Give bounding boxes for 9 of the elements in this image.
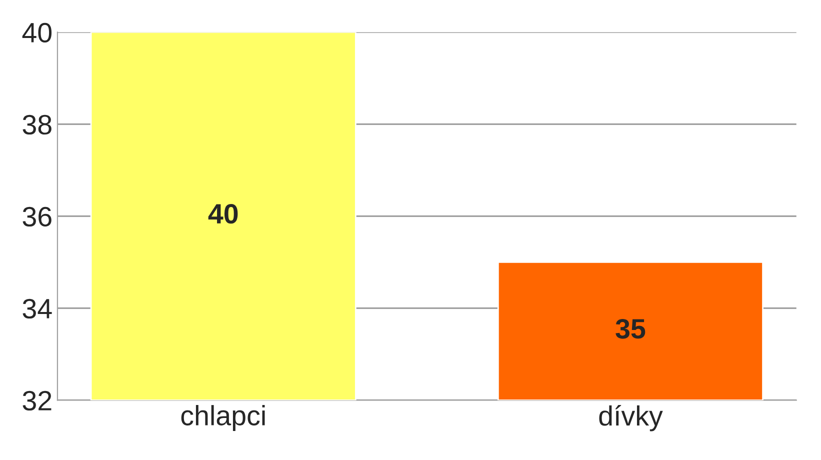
y-tick-label: 34 [22,298,52,319]
x-tick-label: dívky [599,405,663,432]
y-tick-label: 36 [22,206,52,227]
y-tick-label: 40 [22,22,52,43]
y-tick-label: 38 [22,114,52,135]
x-tick-label: chlapci [181,405,265,431]
data-label: 40 [208,204,238,224]
y-tick-label: 32 [22,390,52,411]
data-label: 35 [616,318,646,339]
